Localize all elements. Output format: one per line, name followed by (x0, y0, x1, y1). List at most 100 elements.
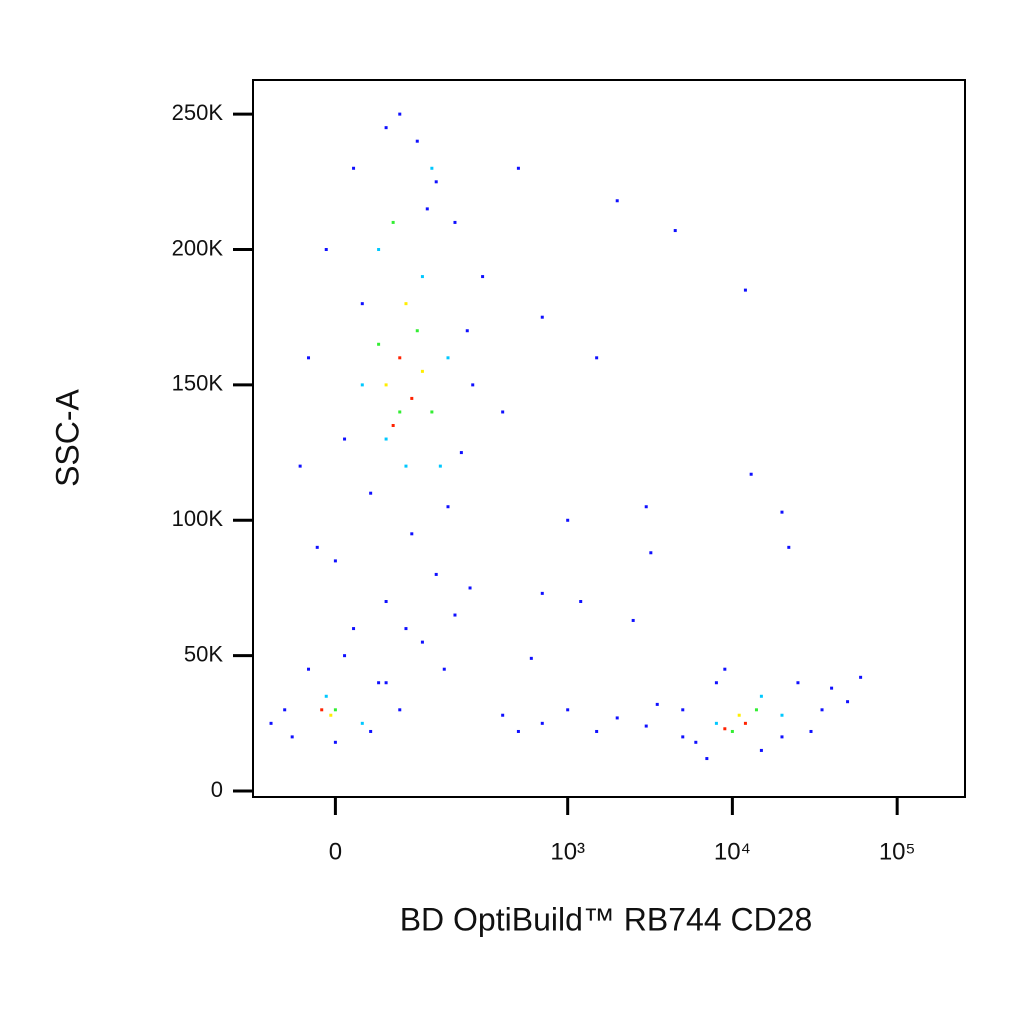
data-point (377, 342, 381, 346)
data-point (384, 437, 388, 441)
data-point (404, 627, 408, 631)
data-point (369, 491, 373, 495)
data-point (377, 681, 381, 685)
data-point (501, 713, 505, 717)
data-point (809, 729, 813, 733)
data-point (631, 618, 635, 622)
data-point (404, 464, 408, 468)
data-point (384, 681, 388, 685)
data-point (780, 735, 784, 739)
data-point (398, 708, 402, 712)
data-point (329, 713, 333, 717)
data-point (430, 410, 434, 414)
data-point (410, 396, 414, 400)
data-point (820, 708, 824, 712)
data-point (830, 686, 834, 690)
data-point (595, 356, 599, 360)
data-point (430, 166, 434, 170)
data-point (780, 510, 784, 514)
data-point (743, 288, 747, 292)
data-point (471, 383, 475, 387)
plot-frame (252, 79, 966, 798)
data-point (481, 275, 485, 279)
data-point (754, 708, 758, 712)
data-point (307, 356, 311, 360)
data-point (730, 729, 734, 733)
data-point (615, 716, 619, 720)
data-point (320, 708, 324, 712)
data-point (352, 627, 356, 631)
data-point (615, 199, 619, 203)
x-tick-label: 10³ (550, 838, 585, 865)
y-tick-label: 150K (172, 371, 224, 396)
data-point (283, 708, 287, 712)
data-point (343, 437, 347, 441)
data-point (459, 451, 463, 455)
data-point (681, 708, 685, 712)
data-point (566, 708, 570, 712)
data-point (714, 681, 718, 685)
data-point (644, 505, 648, 509)
data-point (324, 694, 328, 698)
data-point (333, 708, 337, 712)
data-point (468, 586, 472, 590)
y-tick-label: 100K (172, 506, 224, 531)
data-point (415, 139, 419, 143)
data-point (384, 600, 388, 604)
x-axis-title: BD OptiBuild™ RB744 CD28 (400, 901, 813, 937)
data-point (501, 410, 505, 414)
y-tick-label: 250K (172, 100, 224, 125)
data-point (759, 694, 763, 698)
data-point (743, 721, 747, 725)
data-point (446, 356, 450, 360)
data-point (415, 329, 419, 333)
y-tick-label: 200K (172, 235, 224, 260)
data-point (398, 112, 402, 116)
data-point (360, 383, 364, 387)
data-point (290, 735, 294, 739)
data-point (384, 383, 388, 387)
data-point (377, 248, 381, 252)
data-point (269, 721, 273, 725)
x-tick-label: 0 (329, 838, 342, 865)
data-point (315, 545, 319, 549)
data-point (749, 472, 753, 476)
data-point (723, 727, 727, 731)
data-point (644, 724, 648, 728)
data-point (796, 681, 800, 685)
data-point (705, 757, 709, 761)
y-tick-label: 50K (184, 641, 223, 666)
data-point (453, 613, 457, 617)
data-point (714, 721, 718, 725)
data-point (391, 424, 395, 428)
data-point (787, 545, 791, 549)
data-point (465, 329, 469, 333)
data-point (579, 600, 583, 604)
data-point (420, 640, 424, 644)
data-point (453, 220, 457, 224)
data-point (333, 740, 337, 744)
data-point (434, 180, 438, 184)
data-point (540, 721, 544, 725)
y-tick-label: 0 (211, 777, 223, 802)
data-point (442, 667, 446, 671)
data-point (333, 559, 337, 563)
data-point (516, 729, 520, 733)
data-point (737, 713, 741, 717)
data-point (655, 702, 659, 706)
data-point (846, 700, 850, 704)
data-point (438, 464, 442, 468)
data-point (859, 675, 863, 679)
data-point (425, 207, 429, 211)
data-point (420, 369, 424, 373)
x-tick-label: 10⁴ (714, 838, 751, 865)
data-point (324, 248, 328, 252)
data-point (404, 302, 408, 306)
data-point (391, 220, 395, 224)
data-point (540, 591, 544, 595)
data-point (759, 748, 763, 752)
y-axis-title: SSC-A (49, 388, 85, 486)
data-point (369, 729, 373, 733)
data-point (298, 464, 302, 468)
